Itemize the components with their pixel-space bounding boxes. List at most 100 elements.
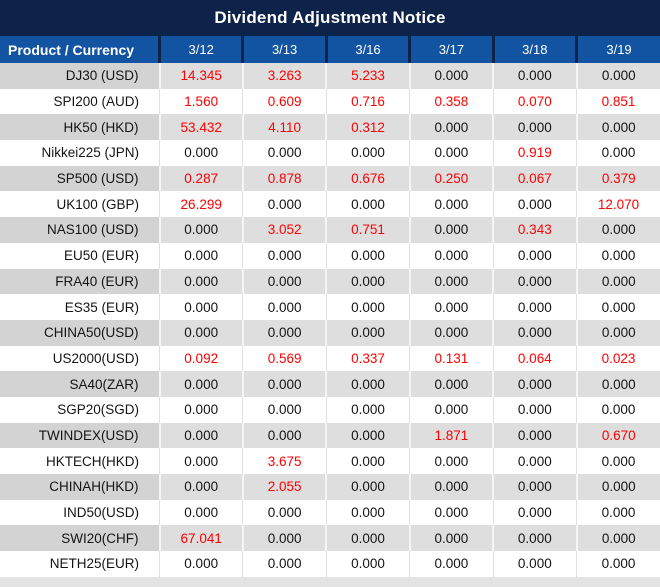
product-cell: CHINAH(HKD): [0, 474, 160, 500]
value-cell: 0.000: [575, 474, 660, 500]
column-header-date: 3/12: [157, 36, 243, 63]
table-row: Nikkei225 (JPN) 0.000 0.000 0.000 0.000 0.919…: [0, 140, 660, 166]
product-cell: NETH25(EUR): [0, 551, 160, 577]
value-cell: 0.250: [408, 165, 494, 192]
value-cell: 0.000: [575, 525, 660, 552]
table-row: SPI200 (AUD) 1.560 0.609 0.716 0.358 0.070 0.8…: [0, 88, 660, 115]
value-cell: 0.000: [576, 499, 660, 526]
value-cell: 0.000: [325, 396, 410, 423]
value-cell: 0.000: [576, 396, 660, 423]
value-cell: 0.000: [409, 499, 494, 526]
value-cell: 0.000: [409, 294, 494, 320]
product-cell: SGP20(SGD): [0, 396, 160, 423]
value-cell: 0.000: [575, 268, 660, 295]
value-cell: 0.000: [492, 499, 577, 526]
value-cell: 0.000: [408, 474, 494, 500]
value-cell: 0.000: [242, 140, 327, 166]
value-cell: 0.000: [325, 422, 410, 449]
table-row: HK50 (HKD) 53.432 4.110 0.312 0.000 0.000 0.00…: [0, 114, 660, 141]
table-body: DJ30 (USD) 14.345 3.263 5.233 0.000 0.000 0.00…: [0, 63, 660, 577]
value-cell: 0.000: [408, 268, 494, 295]
column-header-date: 3/19: [575, 36, 660, 63]
product-cell: EU50 (EUR): [0, 242, 160, 269]
value-cell: 0.000: [158, 422, 243, 449]
table-row: EU50 (EUR) 0.000 0.000 0.000 0.000 0.000 0.000: [0, 242, 660, 269]
value-cell: 0.000: [325, 499, 410, 526]
product-cell: UK100 (GBP): [0, 191, 160, 218]
value-cell: 53.432: [158, 114, 243, 141]
value-cell: 0.000: [241, 268, 327, 295]
value-cell: 0.000: [408, 63, 494, 89]
value-cell: 0.751: [325, 217, 410, 243]
value-cell: 0.000: [409, 191, 494, 218]
page-title: Dividend Adjustment Notice: [214, 8, 446, 27]
table-row: US2000(USD) 0.092 0.569 0.337 0.131 0.064 0.02…: [0, 345, 660, 372]
value-cell: 0.000: [325, 268, 410, 295]
value-cell: 0.000: [158, 217, 243, 243]
value-cell: 0.000: [492, 474, 577, 500]
value-cell: 0.919: [492, 140, 577, 166]
value-cell: 3.263: [241, 63, 327, 89]
value-cell: 0.000: [158, 242, 243, 269]
product-cell: DJ30 (USD): [0, 63, 160, 89]
product-cell: SPI200 (AUD): [0, 88, 160, 115]
value-cell: 0.000: [409, 551, 494, 577]
value-cell: 0.000: [158, 140, 243, 166]
value-cell: 0.000: [575, 371, 660, 397]
value-cell: 0.000: [158, 371, 243, 397]
value-cell: 0.000: [325, 474, 410, 500]
column-header-date: 3/18: [491, 36, 577, 63]
value-cell: 0.000: [242, 551, 327, 577]
value-cell: 0.000: [492, 114, 577, 141]
value-cell: 0.070: [492, 88, 577, 115]
value-cell: 0.000: [492, 448, 577, 474]
column-header-product: Product / Currency: [0, 36, 160, 63]
value-cell: 0.000: [325, 319, 410, 346]
value-cell: 0.000: [576, 448, 660, 474]
value-cell: 0.000: [576, 140, 660, 166]
value-cell: 0.569: [242, 345, 327, 372]
value-cell: 0.878: [241, 165, 327, 192]
value-cell: 0.343: [492, 217, 577, 243]
value-cell: 1.560: [158, 88, 243, 115]
value-cell: 0.023: [576, 345, 660, 372]
value-cell: 0.000: [576, 242, 660, 269]
product-cell: TWINDEX(USD): [0, 422, 160, 449]
title-bar: Dividend Adjustment Notice: [0, 0, 660, 36]
table-row: SWI20(CHF) 67.041 0.000 0.000 0.000 0.000 0.00…: [0, 525, 660, 552]
table-row: IND50(USD) 0.000 0.000 0.000 0.000 0.000 0.000: [0, 499, 660, 526]
product-cell: IND50(USD): [0, 499, 160, 526]
value-cell: 0.000: [325, 191, 410, 218]
value-cell: 0.000: [241, 525, 327, 552]
value-cell: 0.000: [242, 499, 327, 526]
value-cell: 0.067: [492, 165, 577, 192]
value-cell: 0.000: [325, 140, 410, 166]
value-cell: 0.092: [158, 345, 243, 372]
value-cell: 0.064: [492, 345, 577, 372]
table-row: DJ30 (USD) 14.345 3.263 5.233 0.000 0.000 0.00…: [0, 63, 660, 89]
value-cell: 0.000: [158, 448, 243, 474]
table-row: SGP20(SGD) 0.000 0.000 0.000 0.000 0.000 0.000: [0, 396, 660, 423]
value-cell: 0.000: [325, 448, 410, 474]
value-cell: 0.000: [241, 422, 327, 449]
value-cell: 0.000: [325, 242, 410, 269]
value-cell: 0.000: [492, 371, 577, 397]
value-cell: 0.000: [242, 294, 327, 320]
product-cell: Nikkei225 (JPN): [0, 140, 160, 166]
value-cell: 0.131: [409, 345, 494, 372]
value-cell: 1.871: [408, 422, 494, 449]
value-cell: 0.000: [492, 63, 577, 89]
value-cell: 0.000: [575, 319, 660, 346]
value-cell: 0.358: [409, 88, 494, 115]
value-cell: 0.000: [325, 525, 410, 552]
table-header: Product / Currency 3/12 3/13 3/16 3/17 3/18 3…: [0, 36, 660, 63]
value-cell: 0.000: [408, 371, 494, 397]
product-cell: HK50 (HKD): [0, 114, 160, 141]
table-row: HKTECH(HKD) 0.000 3.675 0.000 0.000 0.000 0.00…: [0, 448, 660, 474]
value-cell: 0.000: [408, 525, 494, 552]
value-cell: 3.052: [241, 217, 327, 243]
bottom-strip: [0, 576, 660, 587]
value-cell: 12.070: [576, 191, 660, 218]
table-row: ES35 (EUR) 0.000 0.000 0.000 0.000 0.000 0.000: [0, 294, 660, 320]
column-header-date: 3/16: [324, 36, 410, 63]
